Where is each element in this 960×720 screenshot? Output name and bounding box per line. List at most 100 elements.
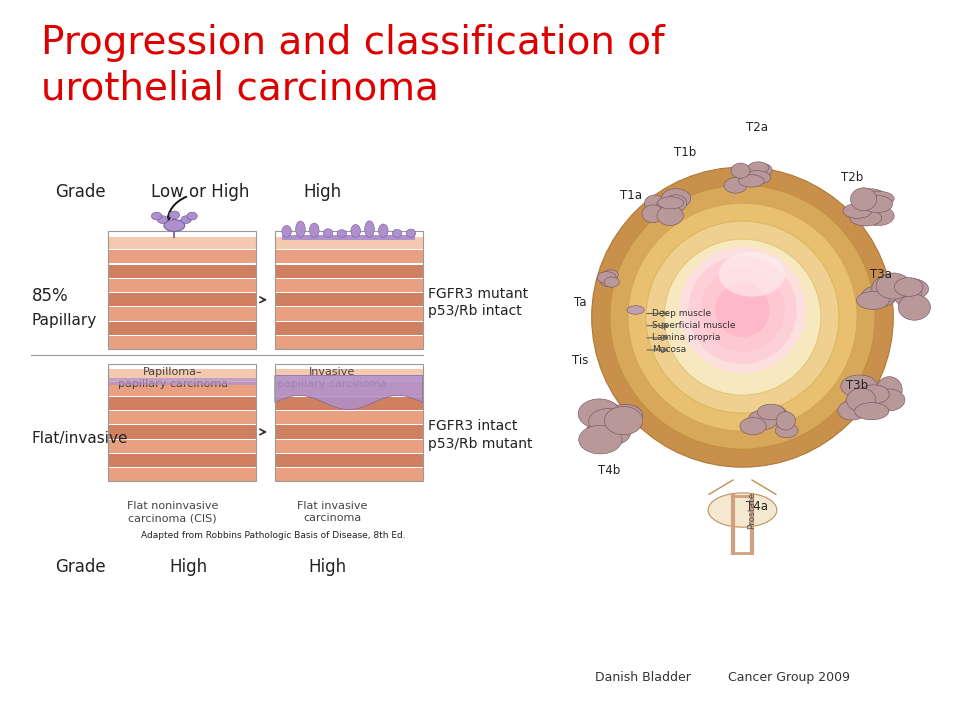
Text: T3a: T3a (870, 268, 892, 281)
Text: Lamina propria: Lamina propria (652, 333, 720, 342)
Bar (108, 454, 255, 467)
Ellipse shape (740, 418, 766, 435)
Text: Cancer Group 2009: Cancer Group 2009 (728, 672, 851, 685)
Ellipse shape (876, 377, 902, 403)
Ellipse shape (604, 277, 619, 287)
Text: Mucosa: Mucosa (652, 346, 686, 354)
Ellipse shape (309, 223, 319, 238)
Ellipse shape (324, 229, 333, 238)
Text: T2b: T2b (841, 171, 863, 184)
Bar (108, 279, 255, 292)
Bar (275, 382, 422, 395)
Ellipse shape (893, 279, 928, 300)
Bar (275, 307, 422, 320)
Bar (108, 322, 255, 335)
Ellipse shape (591, 401, 622, 430)
Ellipse shape (593, 421, 631, 445)
Bar (275, 231, 422, 349)
Ellipse shape (854, 402, 889, 420)
Text: Ta: Ta (574, 297, 587, 310)
Ellipse shape (863, 207, 894, 225)
Ellipse shape (664, 239, 821, 395)
Text: Grade: Grade (56, 183, 106, 201)
Text: T4a: T4a (746, 500, 768, 513)
Bar (108, 440, 255, 453)
Bar (108, 336, 255, 349)
Ellipse shape (607, 405, 642, 425)
Text: Danish Bladder: Danish Bladder (594, 672, 690, 685)
Ellipse shape (688, 256, 797, 364)
Text: T4b: T4b (598, 464, 620, 477)
Bar (275, 364, 422, 482)
Bar (275, 322, 422, 335)
Bar (108, 468, 255, 482)
Bar (275, 251, 422, 264)
Text: Adapted from Robbins Pathologic Basis of Disease, 8th Ed.: Adapted from Robbins Pathologic Basis of… (141, 531, 406, 539)
Ellipse shape (715, 283, 770, 337)
Bar (275, 397, 422, 410)
Text: T1a: T1a (620, 189, 642, 202)
Ellipse shape (851, 188, 876, 210)
Ellipse shape (757, 404, 784, 420)
Text: Tis: Tis (572, 354, 588, 366)
Ellipse shape (406, 229, 416, 238)
Ellipse shape (876, 273, 911, 299)
Ellipse shape (743, 171, 771, 184)
Bar (108, 369, 255, 382)
Ellipse shape (899, 294, 930, 320)
Ellipse shape (642, 205, 663, 222)
Text: Prostate: Prostate (748, 492, 756, 528)
Bar (275, 411, 422, 424)
Bar (275, 468, 422, 482)
Ellipse shape (895, 278, 923, 297)
Bar (108, 397, 255, 410)
Ellipse shape (738, 175, 764, 187)
Text: Grade: Grade (56, 558, 106, 576)
Text: FGFR3 mutant
p53/Rb intact: FGFR3 mutant p53/Rb intact (427, 287, 528, 318)
Ellipse shape (719, 252, 785, 297)
Ellipse shape (751, 163, 772, 177)
Ellipse shape (605, 406, 642, 435)
Ellipse shape (748, 162, 769, 174)
Bar (108, 426, 255, 438)
Ellipse shape (588, 408, 628, 434)
Bar (108, 307, 255, 320)
Ellipse shape (644, 195, 665, 212)
Bar (108, 238, 255, 249)
Ellipse shape (627, 306, 644, 314)
Bar (275, 454, 422, 467)
Ellipse shape (679, 247, 805, 373)
Text: Superficial muscle: Superficial muscle (652, 321, 735, 330)
Bar (275, 369, 422, 382)
Text: Progression and classification of
urothelial carcinoma: Progression and classification of urothe… (41, 24, 664, 108)
Ellipse shape (296, 221, 305, 238)
Ellipse shape (628, 203, 857, 431)
Ellipse shape (169, 211, 180, 219)
Text: Flat noninvasive
carcinoma (CIS): Flat noninvasive carcinoma (CIS) (127, 501, 218, 523)
Text: Papillary: Papillary (32, 313, 97, 328)
Bar (108, 378, 255, 384)
Ellipse shape (601, 275, 612, 287)
Bar (275, 440, 422, 453)
Ellipse shape (152, 212, 162, 220)
Ellipse shape (393, 230, 402, 238)
Ellipse shape (838, 401, 866, 420)
Bar (275, 426, 422, 438)
Ellipse shape (843, 204, 872, 218)
Text: Flat invasive
carcinoma: Flat invasive carcinoma (297, 501, 368, 523)
Ellipse shape (776, 423, 798, 438)
Polygon shape (275, 375, 422, 410)
Ellipse shape (597, 271, 616, 284)
Text: Flat/invasive: Flat/invasive (32, 431, 128, 446)
Ellipse shape (610, 185, 876, 449)
Bar (108, 264, 255, 278)
Ellipse shape (700, 268, 784, 352)
Ellipse shape (724, 178, 747, 193)
Ellipse shape (861, 286, 897, 307)
Bar (108, 293, 255, 306)
Ellipse shape (847, 388, 876, 412)
Ellipse shape (187, 212, 197, 220)
Ellipse shape (378, 224, 388, 238)
Text: 85%: 85% (32, 287, 68, 305)
Bar (108, 364, 255, 482)
